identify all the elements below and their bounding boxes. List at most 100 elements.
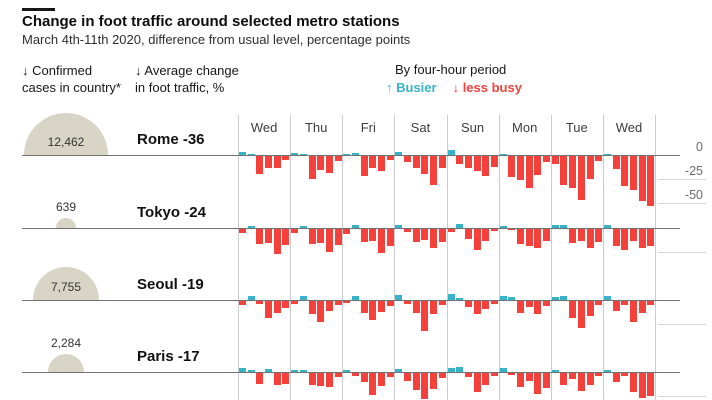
bar-rome-wed-p4 (629, 156, 637, 190)
bar-rome-fri-p5 (378, 156, 385, 171)
legend-busier-label: ↑ Busier (386, 80, 437, 95)
bar-paris-fri-p3 (360, 373, 368, 382)
bar-rome-thu-p1 (291, 153, 299, 155)
bar-paris-wed-p2 (612, 373, 620, 382)
bar-seoul-mon-p1 (499, 296, 507, 300)
bar-seoul-wed-p3 (621, 301, 629, 305)
bar-rome-sat-p1 (395, 152, 403, 155)
bar-rome-wed-p3 (621, 156, 629, 186)
bar-rome-sat-p4 (421, 156, 429, 174)
bar-tokyo-sat-p5 (430, 229, 438, 248)
bar-tokyo-wed-p3 (621, 229, 629, 250)
column-header-confirmed-cases: ↓ Confirmed cases in country* (22, 62, 142, 96)
day-label-wed-0: Wed (250, 120, 278, 135)
bar-tokyo-fri-p4 (369, 229, 377, 241)
bar-rome-sun-p5 (482, 156, 490, 176)
bar-paris-sun-p4 (473, 373, 481, 392)
confirmed-cases-line2: cases in country* (22, 80, 121, 95)
bar-paris-mon-p4 (525, 373, 533, 381)
bar-seoul-wed-p3 (256, 301, 264, 304)
y-tick-line (658, 324, 706, 325)
bar-paris-wed-p1 (239, 368, 246, 372)
bar-rome-fri-p6 (386, 156, 394, 160)
day-label-sat-3: Sat (410, 120, 431, 135)
bar-paris-tue-p5 (586, 373, 594, 385)
bar-paris-tue-p6 (595, 373, 603, 376)
bar-tokyo-wed-p4 (265, 229, 273, 243)
bar-rome-tue-p4 (577, 156, 585, 200)
bar-tokyo-tue-p1 (551, 225, 559, 228)
bar-paris-thu-p3 (308, 373, 316, 385)
day-gridline (602, 115, 604, 400)
y-tick-label: 0 (696, 140, 703, 154)
bar-rome-thu-p5 (325, 156, 333, 173)
bar-paris-wed-p6 (282, 373, 290, 384)
bar-paris-thu-p4 (317, 373, 325, 386)
bar-tokyo-sun-p1 (447, 229, 455, 232)
bar-seoul-sat-p3 (412, 301, 420, 313)
bar-seoul-thu-p5 (325, 301, 333, 311)
bar-tokyo-wed-p2 (247, 226, 255, 228)
bar-paris-sun-p1 (447, 368, 455, 372)
y-tick-line (658, 396, 706, 397)
bar-paris-sat-p6 (438, 373, 446, 378)
bar-tokyo-mon-p2 (508, 229, 516, 230)
bar-rome-mon-p6 (543, 156, 551, 162)
bar-seoul-thu-p1 (291, 301, 299, 304)
bar-paris-fri-p6 (386, 373, 394, 377)
bar-seoul-tue-p6 (595, 301, 603, 305)
bar-tokyo-fri-p6 (386, 229, 394, 246)
bar-seoul-thu-p2 (299, 296, 307, 300)
bar-seoul-sun-p5 (482, 301, 490, 309)
bar-tokyo-mon-p1 (499, 226, 507, 228)
bar-rome-fri-p2 (351, 153, 359, 155)
day-gridline (498, 115, 500, 400)
day-label-tue-6: Tue (565, 120, 588, 135)
bar-tokyo-thu-p3 (308, 229, 316, 244)
zero-line-rome (22, 155, 680, 156)
bar-rome-sat-p3 (412, 156, 420, 168)
bar-paris-sat-p3 (412, 373, 420, 390)
bar-paris-fri-p2 (351, 373, 359, 376)
day-gridline (238, 115, 239, 400)
bar-seoul-tue-p3 (569, 301, 577, 318)
bar-paris-tue-p4 (577, 373, 585, 391)
bar-rome-mon-p5 (534, 156, 542, 175)
day-label-sun-4: Sun (460, 120, 485, 135)
bar-rome-wed-p6 (647, 156, 655, 206)
zero-line-tokyo (22, 228, 680, 229)
bar-paris-wed-p2 (247, 370, 255, 372)
bar-seoul-fri-p3 (360, 301, 368, 313)
bar-seoul-fri-p1 (343, 301, 351, 303)
bar-tokyo-mon-p6 (543, 229, 551, 241)
bar-rome-sun-p2 (456, 156, 464, 164)
bar-seoul-wed-p4 (265, 301, 273, 318)
city-label-tokyo: Tokyo -24 (137, 204, 206, 221)
bar-seoul-tue-p1 (551, 297, 559, 300)
bar-tokyo-wed-p5 (638, 229, 646, 248)
y-tick-label: -50 (684, 188, 703, 202)
bar-tokyo-tue-p3 (569, 229, 577, 243)
day-gridline (290, 115, 292, 400)
zero-line-seoul (22, 300, 680, 301)
bar-tokyo-wed-p3 (256, 229, 264, 244)
cases-semicircle-tokyo (56, 218, 76, 228)
bar-paris-fri-p1 (343, 370, 351, 372)
y-tick-label: -25 (684, 164, 703, 178)
title-rule (22, 8, 55, 11)
bar-rome-wed-p6 (282, 156, 290, 160)
day-gridline (446, 115, 448, 400)
bar-rome-tue-p5 (586, 156, 594, 179)
bar-paris-wed-p4 (265, 369, 273, 372)
bar-tokyo-wed-p2 (612, 229, 620, 246)
bar-seoul-wed-p1 (603, 296, 611, 300)
bar-tokyo-sat-p2 (404, 229, 412, 232)
bar-paris-mon-p3 (517, 373, 524, 387)
bar-seoul-fri-p4 (369, 301, 377, 320)
bar-rome-fri-p1 (343, 154, 351, 155)
bar-paris-sat-p5 (430, 373, 438, 389)
bar-seoul-mon-p5 (534, 301, 542, 314)
day-label-thu-1: Thu (304, 120, 328, 135)
bar-seoul-sat-p2 (404, 301, 412, 304)
bar-tokyo-sat-p6 (438, 229, 446, 242)
